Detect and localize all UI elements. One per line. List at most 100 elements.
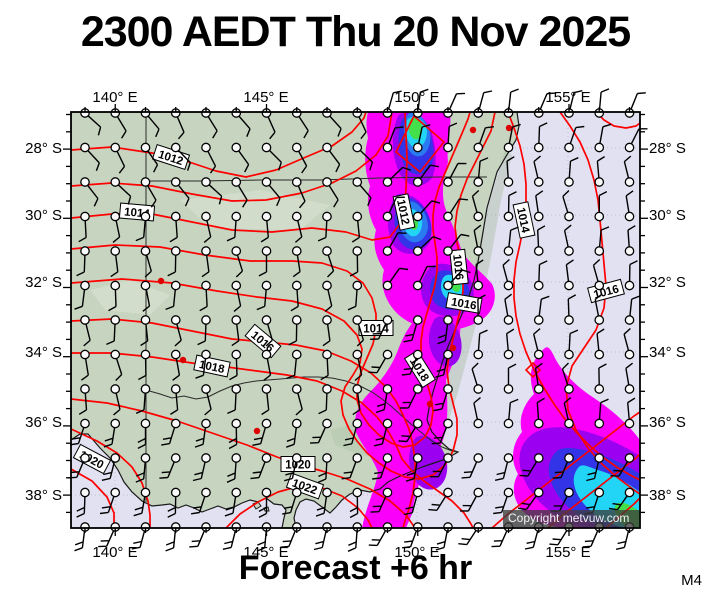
wind-barb-station <box>624 142 635 153</box>
wind-barb-station <box>291 280 302 291</box>
wind-barb-station <box>231 487 242 498</box>
wind-barb <box>398 426 417 443</box>
wind-barb-station <box>473 418 484 429</box>
lon-label: 140° E <box>92 544 137 561</box>
wind-barb <box>569 90 583 110</box>
red-diamond-marker <box>524 361 542 379</box>
wind-barb-station <box>473 487 484 498</box>
wind-barb-station <box>261 280 272 291</box>
wind-barb-station <box>473 453 484 463</box>
wind-barb <box>537 225 546 248</box>
wind-barb <box>86 184 99 207</box>
wind-barb-station <box>140 315 151 325</box>
isobar-label-text: 1012 <box>394 199 411 227</box>
lat-label: 36° S <box>25 414 62 431</box>
wind-barb-station <box>624 384 635 394</box>
wind-barb-station <box>503 418 514 429</box>
wind-barb <box>228 427 238 450</box>
isobar-label-text: 1016 <box>450 296 477 312</box>
isobar-layer <box>71 112 640 528</box>
wind-barb <box>115 358 123 381</box>
wind-barb-station <box>624 487 635 498</box>
wind-barb-station <box>80 211 90 222</box>
wind-barb-station <box>110 177 121 187</box>
isobar <box>71 112 471 448</box>
wind-barb-station <box>503 453 514 463</box>
wind-barb-station <box>533 280 544 291</box>
lat-label: 34° S <box>25 344 62 361</box>
wind-barb <box>165 289 176 311</box>
wind-barb <box>250 461 266 480</box>
wind-barb-station <box>170 211 181 222</box>
wind-barb <box>238 150 250 173</box>
wind-barb-station <box>594 211 605 222</box>
red-station-dot <box>157 277 165 285</box>
wind-barb <box>493 496 508 515</box>
wind-barb <box>320 358 329 381</box>
wind-barb-station <box>564 418 574 429</box>
wind-barb <box>76 254 86 277</box>
wind-barb-station <box>412 384 423 394</box>
wind-barb-station <box>443 246 453 256</box>
wind-barb-station <box>412 315 423 325</box>
wind-barb <box>475 259 484 282</box>
wind-barb <box>349 496 359 519</box>
wind-barb <box>106 323 116 346</box>
lat-label: 32° S <box>649 274 686 291</box>
wind-barb-station <box>261 315 272 325</box>
wind-barb-station <box>382 211 393 222</box>
wind-barb <box>448 92 466 110</box>
lat-label: 38° S <box>649 487 686 504</box>
wind-barb <box>256 289 267 311</box>
wind-barb <box>431 426 448 445</box>
lon-label: 150° E <box>394 89 439 106</box>
wind-barb-station <box>624 211 635 222</box>
wind-barb-station <box>80 315 90 325</box>
isobar-label: 1012 <box>392 193 416 231</box>
wind-barb-station <box>80 349 90 360</box>
wind-barb-station <box>322 246 332 256</box>
wind-barb <box>428 495 447 511</box>
wind-barb <box>599 123 612 144</box>
wind-barb <box>449 198 468 214</box>
wind-barb <box>324 289 333 312</box>
wind-barb-station <box>473 384 484 394</box>
wind-barb-station <box>594 453 605 463</box>
wind-barb <box>524 530 539 550</box>
wind-barb-station <box>412 349 423 360</box>
wind-barb-station <box>352 142 363 153</box>
wind-barb-station <box>201 142 211 153</box>
wind-barb <box>140 323 149 347</box>
isobar-label-box <box>587 278 625 304</box>
wind-barb <box>76 496 86 518</box>
wind-barb <box>435 530 448 551</box>
wind-barb <box>135 220 146 242</box>
wind-barb-station <box>443 315 453 325</box>
wind-barb <box>389 267 409 283</box>
precip-green <box>408 117 423 140</box>
wind-barb-station <box>231 315 242 325</box>
wind-barb <box>286 358 297 380</box>
isobar-label-box <box>512 201 536 239</box>
wind-barb <box>471 362 479 386</box>
red-station-dot <box>505 124 513 132</box>
wind-barb-station <box>473 315 484 325</box>
wind-barb <box>598 363 607 386</box>
wind-barb-station <box>352 349 363 360</box>
wind-barb <box>343 427 357 447</box>
wind-barb <box>263 358 272 381</box>
wind-barb <box>297 150 308 174</box>
wind-barb-station <box>201 453 211 463</box>
wind-barb-station <box>533 315 544 325</box>
wind-barb-station <box>110 211 121 222</box>
wind-barb-station <box>594 142 605 153</box>
wind-barb <box>563 224 572 248</box>
wind-barb-station <box>291 177 302 187</box>
wind-barb <box>508 88 519 110</box>
wind-barb-station <box>443 280 453 291</box>
isobar <box>71 112 496 480</box>
wind-barb-station <box>564 246 574 256</box>
wind-barb <box>135 392 146 414</box>
wind-barb-station <box>231 177 242 187</box>
wind-barb <box>568 329 579 351</box>
